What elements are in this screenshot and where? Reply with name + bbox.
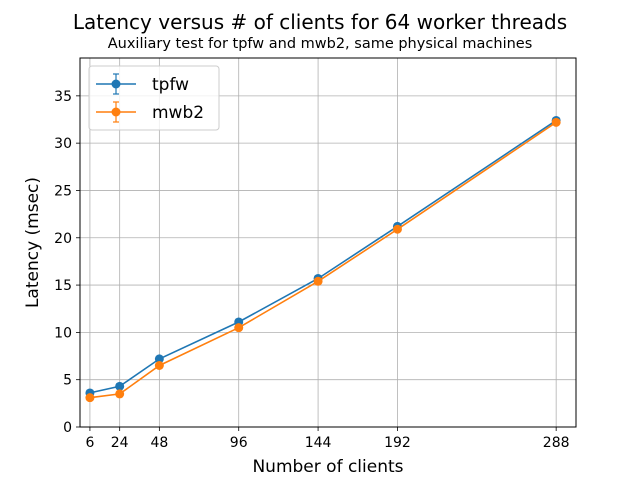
data-point-mwb2 (551, 117, 561, 127)
x-tick-label: 192 (384, 435, 411, 451)
x-tick-label: 6 (85, 435, 94, 451)
x-tick-label: 144 (305, 435, 332, 451)
data-point-mwb2 (85, 393, 95, 403)
chart-title: Latency versus # of clients for 64 worke… (73, 10, 567, 34)
data-point-mwb2 (313, 276, 323, 286)
data-point-mwb2 (392, 224, 402, 234)
chart-subtitle: Auxiliary test for tpfw and mwb2, same p… (108, 36, 533, 52)
y-tick-label: 35 (54, 89, 72, 105)
data-point-mwb2 (234, 323, 244, 333)
legend-marker (111, 107, 121, 117)
y-axis-label: Latency (msec) (23, 177, 43, 308)
y-tick-label: 5 (63, 373, 72, 389)
y-axis-ticks: 0 5 10 15 20 25 30 35 (54, 89, 80, 436)
data-point-tpfw (154, 354, 164, 364)
series-mwb2 (85, 117, 561, 403)
legend-label: tpfw (152, 75, 189, 95)
series-line-tpfw (89, 119, 557, 394)
legend-label: mwb2 (152, 103, 204, 123)
x-axis-ticks: 6 24 48 96 144 192 288 (85, 427, 570, 451)
legend: tpfw mwb2 (88, 65, 220, 131)
legend-entry-mwb2: mwb2 (96, 101, 204, 123)
x-tick-label: 288 (543, 435, 570, 451)
y-tick-label: 10 (54, 325, 72, 341)
data-point-mwb2 (115, 389, 125, 399)
data-point-mwb2 (154, 361, 164, 370)
data-point-tpfw (115, 381, 125, 391)
x-axis-label: Number of clients (252, 457, 403, 477)
series-tpfw (85, 115, 561, 398)
x-tick-label: 24 (111, 435, 129, 451)
legend-frame (88, 65, 220, 131)
y-tick-label: 25 (54, 183, 72, 199)
y-tick-label: 0 (63, 420, 72, 436)
y-tick-label: 20 (54, 231, 72, 247)
plot-frame (79, 57, 577, 428)
y-tick-label: 30 (54, 136, 72, 152)
series-layer (85, 115, 561, 403)
y-tick-label: 15 (54, 278, 72, 294)
x-tick-label: 96 (230, 435, 248, 451)
legend-marker (111, 79, 121, 89)
legend-entry-tpfw: tpfw (96, 73, 189, 95)
grid-lines (80, 58, 576, 428)
x-tick-label: 48 (150, 435, 168, 451)
